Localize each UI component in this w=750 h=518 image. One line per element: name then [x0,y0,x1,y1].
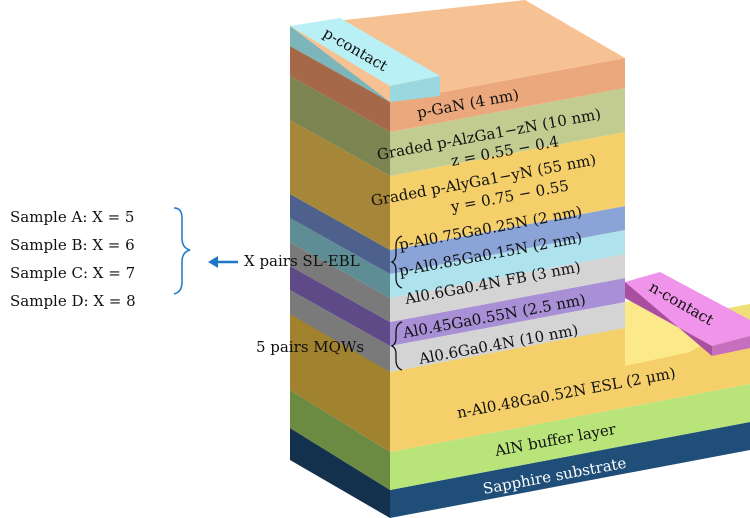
substrate-front [390,422,750,518]
graded2-side [290,120,390,250]
n-contact-top [625,272,750,346]
top-faces [290,0,750,366]
esl-side [290,310,390,452]
sample-list: Sample A: X = 5 Sample B: X = 6 Sample C… [10,208,136,310]
n-contact-side [625,282,712,356]
group-braces [390,235,403,371]
recess-wall [625,298,700,366]
graded2-front [390,132,625,250]
pgan-front [390,58,625,132]
n-contact-front [712,336,750,356]
mqw-brace [390,321,403,371]
mqw2-side [290,290,390,372]
mqw2-front [390,302,625,372]
graded1-front [390,88,625,176]
substrate-side [290,428,390,518]
sl-ebl-group-label: X pairs SL-EBL [244,252,360,270]
pgan-top [290,0,625,102]
front-faces [390,58,750,518]
sample-a-label: Sample A: X = 5 [10,208,134,226]
sample-c-label: Sample C: X = 7 [10,264,135,282]
sl1-side [290,194,390,274]
samples-brace [173,207,191,295]
sl1-front [390,206,625,274]
mqw-group-label: 5 pairs MQWs [256,338,364,356]
p-contact-front [390,76,440,102]
fb-side [290,242,390,322]
mqw1-front [390,278,625,346]
mqw1-side [290,266,390,346]
sample-b-label: Sample B: X = 6 [10,236,135,254]
left-faces [290,26,390,518]
fb-front [390,254,625,322]
sample-d-label: Sample D: X = 8 [10,292,136,310]
sl-ebl-brace [390,235,403,289]
arrow-icon [208,256,238,268]
sl2-side [290,218,390,298]
graded1-side [290,76,390,176]
buffer-side [290,390,390,490]
buffer-front [390,384,750,490]
pgan-side [290,46,390,132]
sl2-front [390,230,625,298]
p-contact-top [290,18,440,86]
